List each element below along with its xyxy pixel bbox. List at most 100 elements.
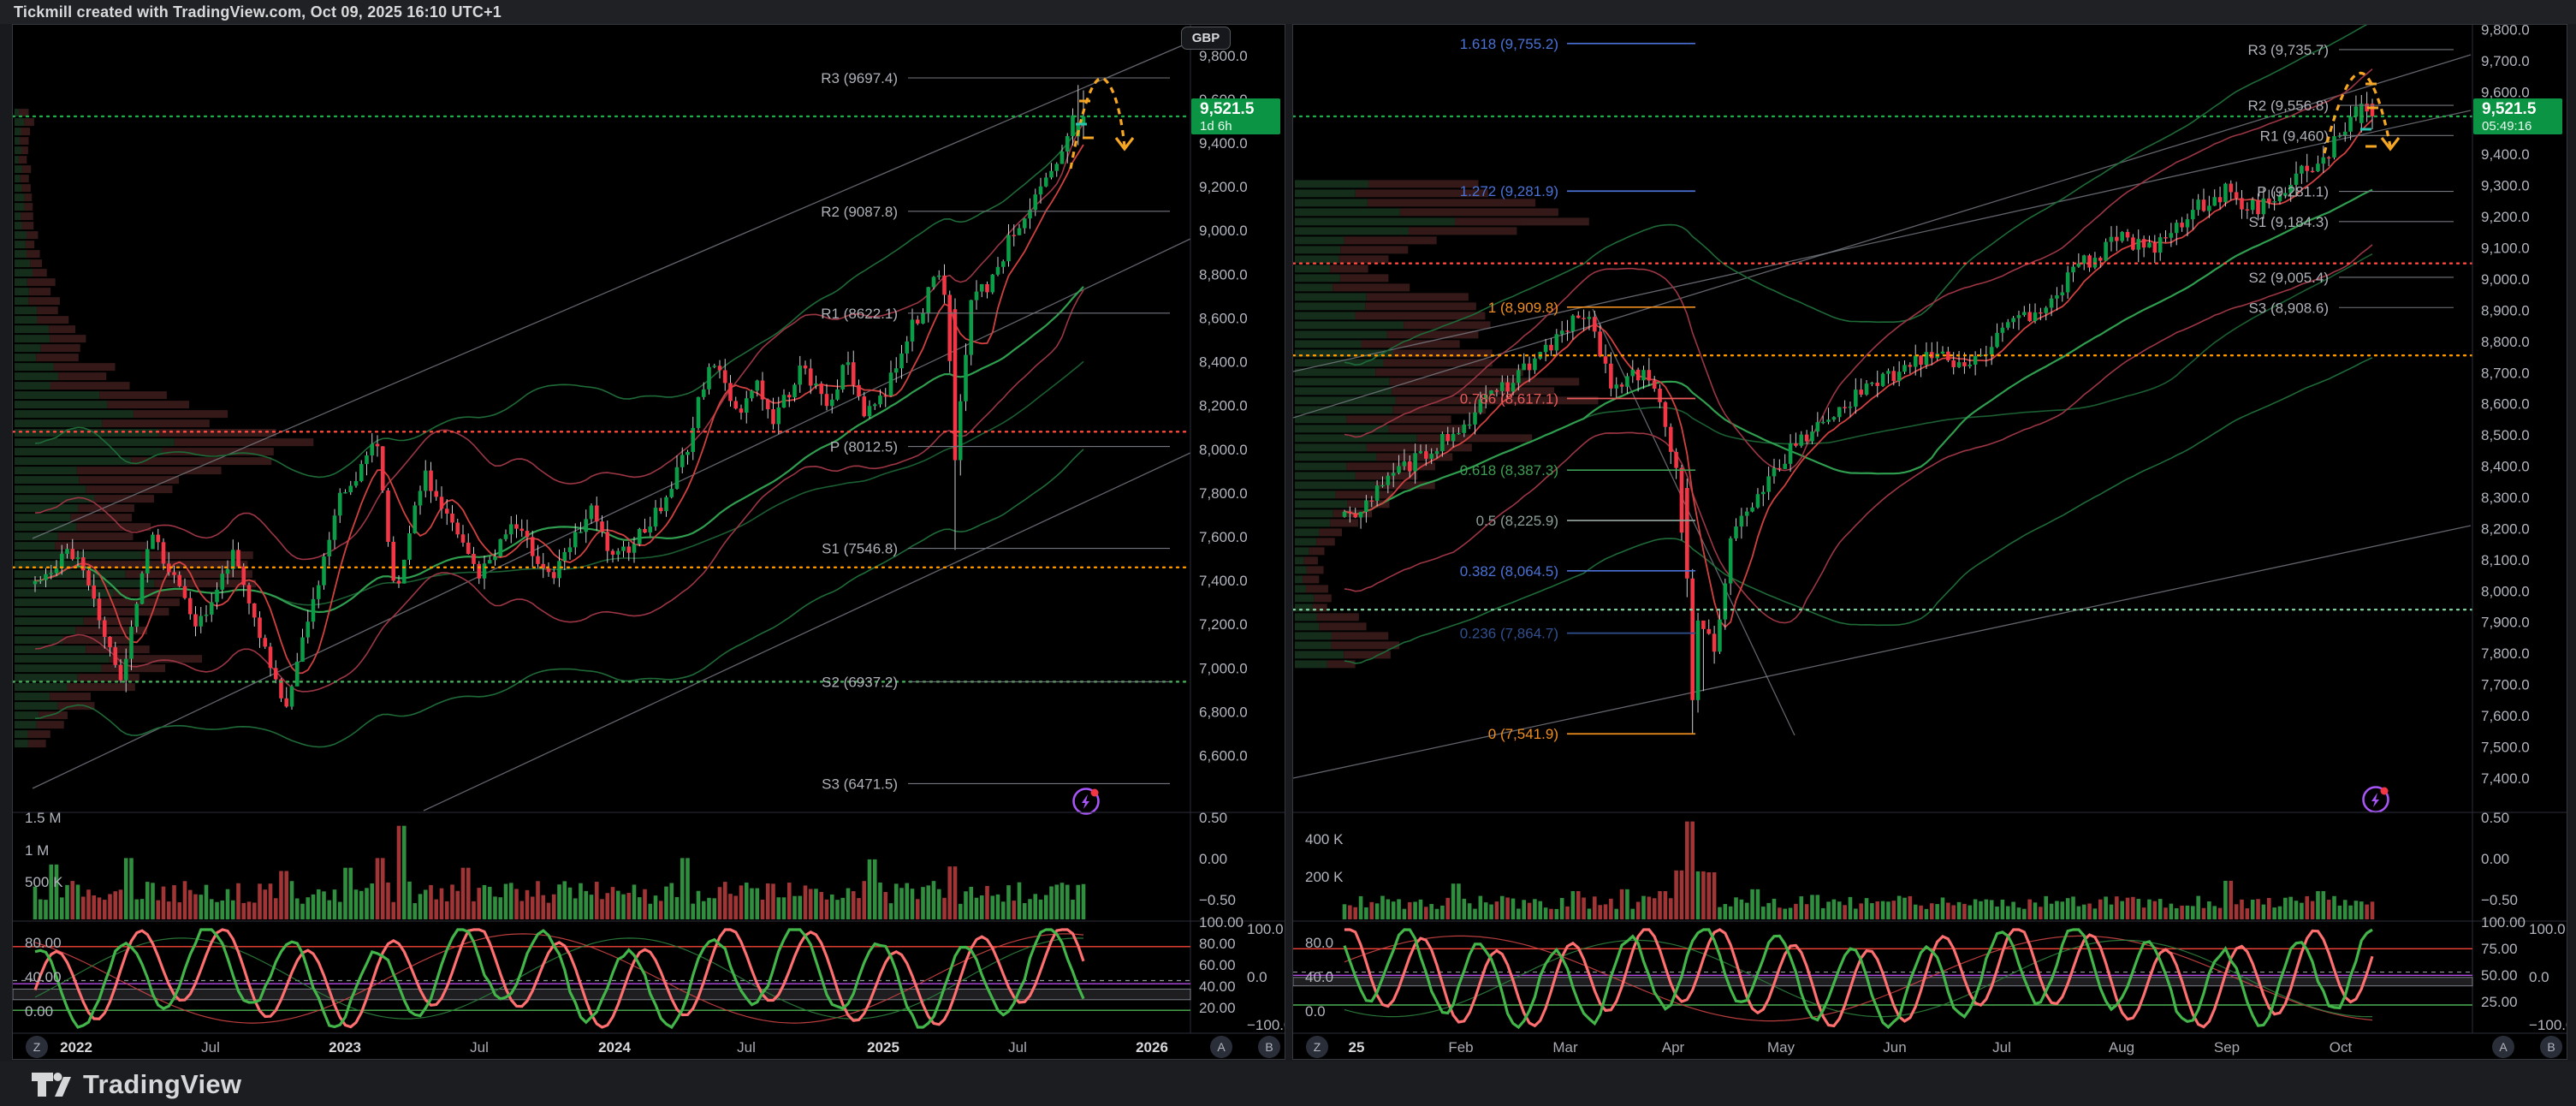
time-tick: 2026 [1136, 1039, 1168, 1055]
price-tick: 9,000.0 [2481, 271, 2530, 288]
time-tick: Jun [1883, 1039, 1906, 1055]
price-axis[interactable]: 6,600.0 6,800.0 7,000.0 7,200.0 7,400.0 7,600… [1199, 48, 1248, 764]
trendline[interactable] [1293, 525, 2472, 779]
timezone-button[interactable]: Z [1306, 1036, 1328, 1058]
fib-label: 0.382 (8,064.5) [1460, 563, 1558, 580]
price-plot-daily[interactable] [1293, 25, 2472, 779]
price-tick: 9,600.0 [2481, 84, 2530, 100]
fib-label: 1.618 (9,755.2) [1460, 36, 1558, 52]
osc-right-tick-a: 80.00 [1199, 936, 1236, 952]
time-tick: Sep [2214, 1039, 2240, 1055]
projection-arrow[interactable] [2323, 71, 2401, 154]
price-tick: 7,900.0 [2481, 615, 2530, 631]
tradingview-logo[interactable]: TradingView [31, 1069, 241, 1100]
time-tick: Mar [1552, 1039, 1578, 1055]
osc-left-tick: 40.0 [1305, 969, 1333, 985]
time-tick: Oct [2330, 1039, 2353, 1055]
last-price-value: 9,521.5 [2482, 100, 2537, 118]
osc-right-tick-b: 0.0 [1247, 969, 1267, 985]
trendline[interactable] [32, 238, 1190, 789]
pivot-label: S1 (9,184.3) [2248, 214, 2329, 230]
price-tick: 9,400.0 [2481, 146, 2530, 163]
price-tick: 8,000.0 [1199, 442, 1248, 458]
price-tick: 8,400.0 [2481, 459, 2530, 475]
tradingview-brand-text: TradingView [83, 1069, 242, 1099]
price-tick: 7,700.0 [2481, 677, 2530, 693]
osc-right-tick-a: 40.00 [1199, 978, 1236, 995]
ma-line [1344, 25, 2368, 366]
oscillator-pane: 80.0 40.0 0.0 100.00 75.00 50.00 25.00 100.0 0.0… [1293, 914, 2567, 1033]
chart-panel-daily[interactable]: R3 (9,735.7) R2 (9,556.8) R1 (9,460) P (9,2… [1292, 24, 2567, 1060]
svg-text:Z: Z [1314, 1040, 1321, 1054]
last-price-value: 9,521.5 [1200, 100, 1255, 118]
osc-right-tick-a: 100.00 [2481, 914, 2526, 931]
price-tick: 9,700.0 [2481, 53, 2530, 69]
osc-right-tick-a: 50.00 [2481, 967, 2518, 984]
volume-pane: 1.5 M 1 M 500 K 0.50 0.00 −0.50 [25, 810, 1236, 919]
price-tick: 7,600.0 [2481, 708, 2530, 724]
scale-b-button[interactable]: B [1258, 1036, 1280, 1058]
volume-right-tick: −0.50 [2481, 892, 2518, 908]
scale-b-button[interactable]: B [2540, 1036, 2562, 1058]
volume-axis-tick: 1.5 M [25, 810, 62, 826]
price-tick: 7,800.0 [1199, 485, 1248, 502]
price-tick: 7,200.0 [1199, 616, 1248, 633]
trendline[interactable] [423, 452, 1190, 812]
symbol-button[interactable]: GBP [1181, 27, 1231, 50]
price-tick: 8,800.0 [2481, 334, 2530, 350]
time-axis[interactable]: 25 Feb Mar Apr May Jun Jul Aug Sep Oct [1349, 1039, 2353, 1055]
weekly-chart-canvas[interactable]: R3 (9697.4) R2 (9087.8) R1 (8622.1) P (8012… [13, 25, 1285, 1059]
price-tick: 8,300.0 [2481, 490, 2530, 506]
price-tick: 9,200.0 [2481, 209, 2530, 225]
price-tick: 7,400.0 [2481, 770, 2530, 787]
ma-line [34, 123, 1084, 479]
price-tick: 7,600.0 [1199, 529, 1248, 545]
volume-axis-tick: 500 K [25, 874, 63, 890]
oscillator-pane: 80.00 40.00 0.00 100.00 80.00 60.00 40.00 20.00… [13, 914, 1285, 1033]
lightning-alert-icon[interactable] [1072, 788, 1100, 815]
projection-arrow[interactable] [1069, 76, 1135, 169]
scale-a-button[interactable]: A [1210, 1036, 1232, 1058]
scale-a-button[interactable]: A [2492, 1036, 2514, 1058]
svg-text:B: B [1265, 1040, 1273, 1054]
osc-right-tick-a: 60.00 [1199, 957, 1236, 973]
price-tick: 7,000.0 [1199, 660, 1248, 676]
volume-axis-tick: 400 K [1305, 831, 1344, 847]
svg-text:Z: Z [33, 1040, 41, 1054]
svg-text:A: A [2499, 1040, 2508, 1054]
bottom-brand-bar: TradingView [0, 1061, 2576, 1106]
daily-chart-canvas[interactable]: R3 (9,735.7) R2 (9,556.8) R1 (9,460) P (9,2… [1293, 25, 2567, 1059]
timezone-button[interactable]: Z [26, 1036, 48, 1058]
volume-right-tick: −0.50 [1199, 892, 1236, 908]
fib-label: 1.272 (9,281.9) [1460, 183, 1558, 199]
price-plot-weekly[interactable] [13, 41, 1190, 812]
trendline[interactable] [1293, 54, 2472, 419]
fib-label: 0.236 (7,864.7) [1460, 626, 1558, 642]
svg-text:B: B [2547, 1040, 2555, 1054]
time-tick: 2025 [867, 1039, 899, 1055]
price-tick: 9,200.0 [1199, 179, 1248, 195]
osc-right-tick-b: 0.0 [2529, 969, 2549, 985]
trendline[interactable] [1293, 110, 2472, 372]
last-price-tag: 9,521.505:49:16 [2473, 98, 2562, 134]
osc-left-tick: 80.0 [1305, 935, 1333, 951]
fib-label: 0.618 (8,387.3) [1460, 462, 1558, 479]
osc-right-tick-a: 20.00 [1199, 1000, 1236, 1016]
chart-panel-weekly[interactable]: R3 (9697.4) R2 (9087.8) R1 (8622.1) P (8012… [12, 24, 1285, 1060]
osc-left-tick: 0.0 [1305, 1003, 1326, 1020]
last-price-countdown: 05:49:16 [2482, 119, 2531, 134]
fib-levels: 1.618 (9,755.2) 1.272 (9,281.9) 1 (8,909.8… [1460, 36, 1695, 742]
volume-axis-tick: 200 K [1305, 869, 1344, 885]
time-tick: Aug [2109, 1039, 2134, 1055]
snapshot-credit-text: Tickmill created with TradingView.com, O… [14, 3, 502, 21]
price-tick: 8,200.0 [2481, 520, 2530, 537]
price-axis[interactable]: 7,400.0 7,500.0 7,600.0 7,700.0 7,800.0 7,900… [2481, 25, 2530, 787]
time-tick: Jul [470, 1039, 489, 1055]
pivot-levels: R3 (9697.4) R2 (9087.8) R1 (8622.1) P (8012… [821, 70, 1170, 792]
volume-pane: 400 K 200 K 0.50 0.00 −0.50 [1305, 810, 2518, 919]
ma-line [34, 289, 1084, 693]
volume-right-tick: 0.00 [2481, 851, 2509, 867]
time-tick: May [1767, 1039, 1795, 1055]
time-axis[interactable]: 2022 Jul 2023 Jul 2024 Jul 2025 Jul 2026 [60, 1039, 1168, 1055]
price-tick: 9,800.0 [1199, 48, 1248, 64]
